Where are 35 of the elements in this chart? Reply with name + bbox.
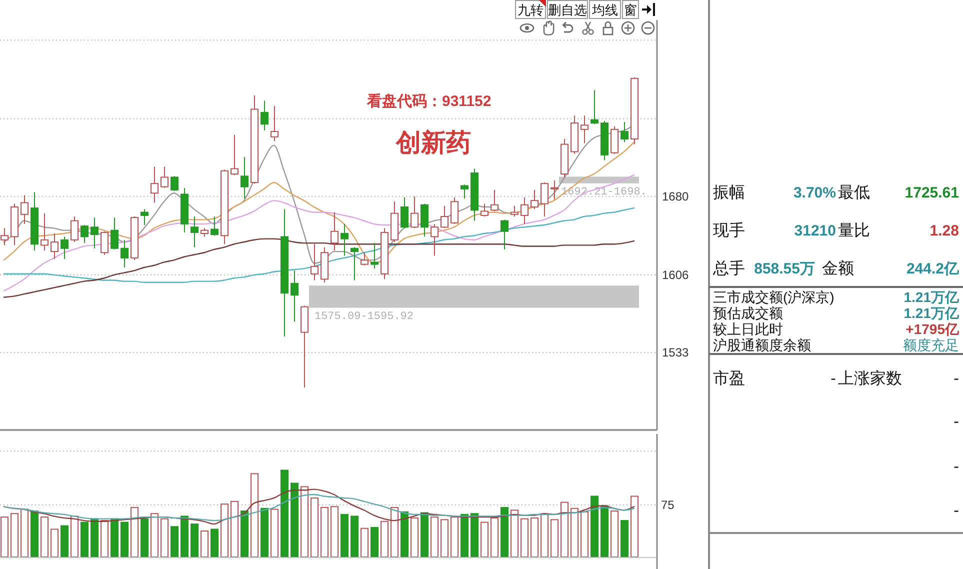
text: 额度充足: [903, 337, 959, 353]
y-tick-label: 1606: [662, 268, 690, 282]
text: 沪股通额度余额: [713, 337, 811, 353]
text: 最低: [838, 184, 870, 202]
text: 振幅: [713, 184, 745, 202]
text: 1725.61: [904, 184, 959, 202]
text: 244.2亿: [906, 260, 960, 278]
text: 均线: [591, 2, 618, 18]
text: 1.28: [930, 222, 959, 240]
annotation: 创新药: [395, 129, 471, 157]
text: 上涨家数: [838, 370, 902, 388]
text: 较上日此时: [713, 321, 783, 337]
text: +1795亿: [906, 321, 960, 337]
data-label: 1575.09-1595.92: [314, 310, 414, 323]
text: 预估成交额: [713, 305, 783, 321]
text: 858.55万: [754, 260, 815, 278]
annotation: 看盘代码：931152: [366, 93, 492, 110]
text: 市盈: [713, 370, 745, 388]
text: -: [954, 502, 959, 520]
text: 现手: [713, 222, 745, 240]
text: 总手: [712, 260, 745, 278]
text: 1.21万亿: [904, 289, 960, 305]
text: 3.70%: [793, 184, 836, 202]
text: 1.21万亿: [904, 305, 960, 321]
text: -: [954, 414, 959, 430]
text: 金额: [822, 260, 854, 278]
text: -: [954, 370, 959, 388]
text: 三市成交额(沪深京): [713, 289, 834, 305]
y-tick-label: 1680: [662, 189, 690, 204]
text: -: [830, 370, 836, 388]
y-tick-label: 1533: [662, 345, 690, 360]
text: 75: [661, 498, 675, 512]
text: 量比: [838, 222, 870, 240]
text: 31210: [794, 222, 836, 240]
text: -: [954, 458, 959, 476]
